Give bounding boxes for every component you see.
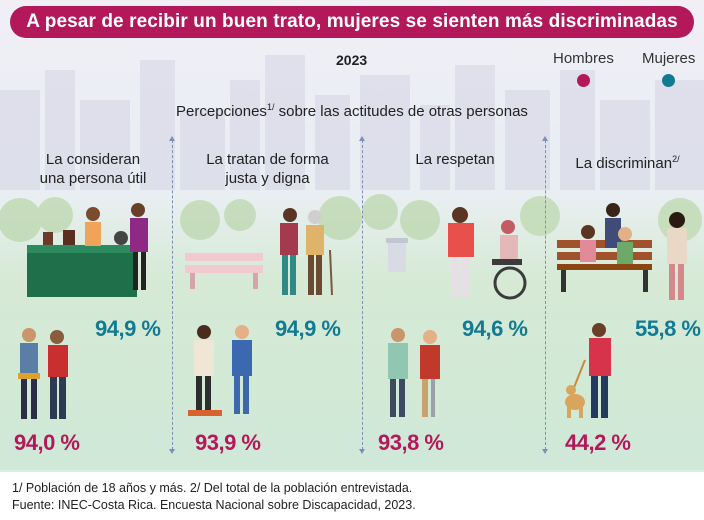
wheelchair-conversation-illustration <box>448 207 527 300</box>
subtitle-text-b: sobre las actitudes de otras personas <box>274 103 528 120</box>
column-divider <box>169 136 175 454</box>
subtitle-text-a: Percepciones <box>176 103 267 120</box>
column-title-line: La tratan de forma <box>206 151 329 168</box>
men-workers-illustration <box>18 328 68 419</box>
column-title-discriminate: La discriminan2/ <box>555 150 700 173</box>
men-percentage-respect: 93,8 % <box>378 430 444 455</box>
legend-men: Hombres <box>553 50 614 87</box>
legend-men-dot <box>576 74 590 87</box>
footnote-line: 1/ Población de 18 años y más. 2/ Del to… <box>12 481 413 495</box>
column-title-fair: La tratan de forma justa y digna <box>190 150 345 188</box>
column-title-sup: 2/ <box>672 154 680 164</box>
city-skyline-background <box>0 55 704 190</box>
men-percentage-discriminate: 44,2 % <box>565 430 631 455</box>
women-percentage-fair: 94,9 % <box>275 316 341 341</box>
legend-women: Mujeres <box>642 50 695 87</box>
trash-bin-illustration <box>386 238 408 272</box>
page-title: A pesar de recibir un buen trato, mujere… <box>10 6 694 38</box>
men-percentage-useful: 94,0 % <box>14 430 80 455</box>
column-title-useful: La consideran una persona útil <box>18 150 168 188</box>
column-title-line: La respetan <box>415 151 495 168</box>
women-percentage-discriminate: 55,8 % <box>635 316 701 341</box>
legend-women-label: Mujeres <box>642 50 696 67</box>
trees-background <box>0 194 702 242</box>
column-title-line: justa y digna <box>225 170 310 187</box>
subtitle: Percepciones1/ sobre las actitudes de ot… <box>0 102 704 120</box>
men-walking-illustration <box>188 325 252 416</box>
column-title-respect: La respetan <box>380 150 530 169</box>
column-divider <box>542 136 548 454</box>
column-divider <box>359 136 365 454</box>
legend-women-dot <box>662 74 676 87</box>
market-stall-illustration <box>27 203 148 297</box>
men-percentage-fair: 93,9 % <box>195 430 261 455</box>
men-prosthetic-illustration <box>388 328 440 417</box>
women-percentage-respect: 94,6 % <box>462 316 528 341</box>
footnote-area: 1/ Población de 18 años y más. 2/ Del to… <box>0 472 704 520</box>
women-percentage-useful: 94,9 % <box>95 316 161 341</box>
legend-men-label: Hombres <box>553 50 614 67</box>
man-with-guide-dog-illustration <box>565 323 611 418</box>
bench-and-elderly-illustration <box>185 208 333 296</box>
year-label: 2023 <box>336 52 368 68</box>
subtitle-sup: 1/ <box>266 102 275 112</box>
column-title-line: una persona útil <box>39 170 147 187</box>
column-title-line: La discriminan <box>575 155 673 172</box>
park-bench-group-illustration <box>557 203 687 300</box>
source-line: Fuente: INEC-Costa Rica. Encuesta Nacion… <box>12 498 416 512</box>
column-title-line: La consideran <box>45 151 141 168</box>
